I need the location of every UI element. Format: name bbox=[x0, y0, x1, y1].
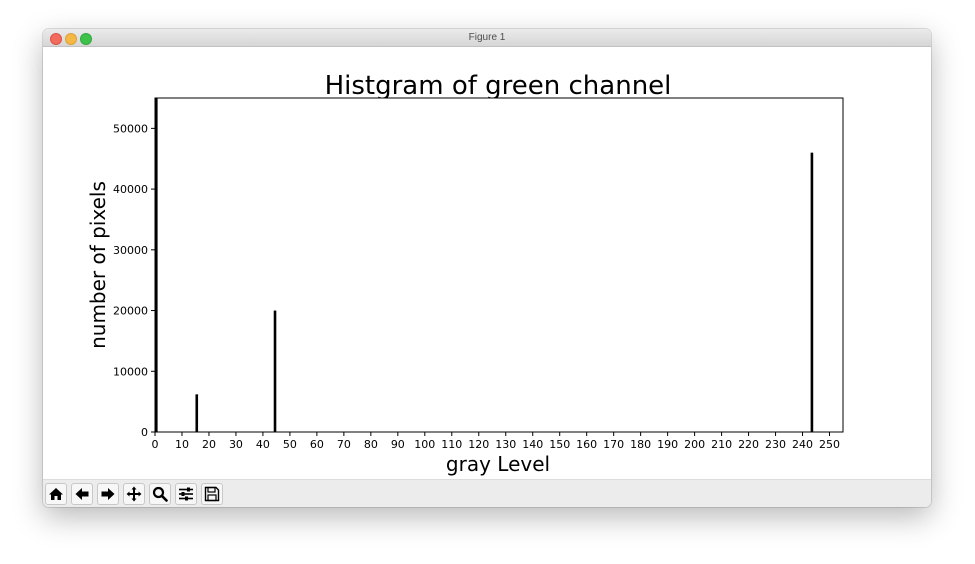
x-tick-label: 130 bbox=[495, 438, 516, 451]
x-tick-label: 100 bbox=[414, 438, 435, 451]
x-tick-label: 190 bbox=[657, 438, 678, 451]
x-tick-label: 0 bbox=[152, 438, 159, 451]
save-button[interactable] bbox=[201, 483, 223, 505]
configure-subplots-button[interactable] bbox=[175, 483, 197, 505]
x-tick-label: 80 bbox=[364, 438, 378, 451]
save-icon bbox=[204, 486, 220, 502]
x-tick-label: 60 bbox=[310, 438, 324, 451]
histogram-bar bbox=[273, 310, 277, 432]
window-title: Figure 1 bbox=[468, 32, 506, 43]
x-tick-label: 30 bbox=[229, 438, 243, 451]
x-tick-label: 120 bbox=[468, 438, 489, 451]
y-tick-label: 10000 bbox=[113, 365, 148, 378]
y-tick-label: 20000 bbox=[113, 305, 148, 318]
forward-button[interactable] bbox=[97, 483, 119, 505]
x-tick-label: 250 bbox=[819, 438, 840, 451]
x-tick-label: 90 bbox=[391, 438, 405, 451]
x-tick-label: 10 bbox=[175, 438, 189, 451]
zoom-window-button[interactable] bbox=[80, 33, 92, 45]
plot-area bbox=[154, 97, 844, 433]
x-tick-label: 230 bbox=[765, 438, 786, 451]
y-tick-label: 30000 bbox=[113, 244, 148, 257]
navigation-toolbar bbox=[43, 479, 931, 507]
home-button[interactable] bbox=[45, 483, 67, 505]
x-tick-label: 200 bbox=[684, 438, 705, 451]
zoom-icon bbox=[152, 486, 168, 502]
y-axis-label: number of pixels bbox=[86, 181, 110, 349]
pan-button[interactable] bbox=[123, 483, 145, 505]
figure-window: Figure 1 Histgram of green channel 0 10 20… bbox=[43, 29, 931, 507]
x-tick-label: 160 bbox=[576, 438, 597, 451]
x-tick-label: 210 bbox=[711, 438, 732, 451]
histogram-bar bbox=[810, 152, 814, 432]
x-axis-ticks: 0 10 20 30 40 50 60 70 80 90 100 110 120 130 140 150 160… bbox=[152, 432, 840, 451]
forward-arrow-icon bbox=[101, 488, 115, 500]
x-tick-label: 20 bbox=[202, 438, 216, 451]
figure-canvas[interactable]: Histgram of green channel 0 10 20 30 40 50 60 7… bbox=[43, 47, 931, 479]
x-tick-label: 70 bbox=[337, 438, 351, 451]
x-tick-label: 150 bbox=[549, 438, 570, 451]
y-tick-label: 50000 bbox=[113, 122, 148, 135]
x-tick-label: 180 bbox=[630, 438, 651, 451]
close-window-button[interactable] bbox=[50, 33, 62, 45]
x-tick-label: 140 bbox=[522, 438, 543, 451]
configure-subplots-icon bbox=[179, 487, 193, 501]
y-tick-label: 40000 bbox=[113, 183, 148, 196]
y-axis-ticks: 0 10000 20000 30000 40000 50000 bbox=[113, 122, 155, 439]
back-button[interactable] bbox=[71, 483, 93, 505]
zoom-rect-button[interactable] bbox=[149, 483, 171, 505]
x-tick-label: 170 bbox=[603, 438, 624, 451]
histogram-bar bbox=[195, 394, 199, 432]
x-tick-label: 110 bbox=[441, 438, 462, 451]
title-bar[interactable]: Figure 1 bbox=[43, 29, 931, 47]
histogram-bar bbox=[155, 98, 158, 432]
back-arrow-icon bbox=[75, 488, 89, 500]
y-tick-label: 0 bbox=[141, 426, 148, 439]
x-axis-label: gray Level bbox=[446, 452, 550, 476]
pan-icon bbox=[126, 486, 142, 502]
chart-title: Histgram of green channel bbox=[325, 71, 672, 101]
x-tick-label: 240 bbox=[792, 438, 813, 451]
bars-group bbox=[155, 98, 814, 432]
x-tick-label: 220 bbox=[738, 438, 759, 451]
minimize-window-button[interactable] bbox=[65, 33, 77, 45]
histogram-chart: Histgram of green channel 0 10 20 30 40 50 60 7… bbox=[86, 71, 844, 476]
x-tick-label: 40 bbox=[256, 438, 270, 451]
x-tick-label: 50 bbox=[283, 438, 297, 451]
home-icon bbox=[49, 488, 63, 500]
